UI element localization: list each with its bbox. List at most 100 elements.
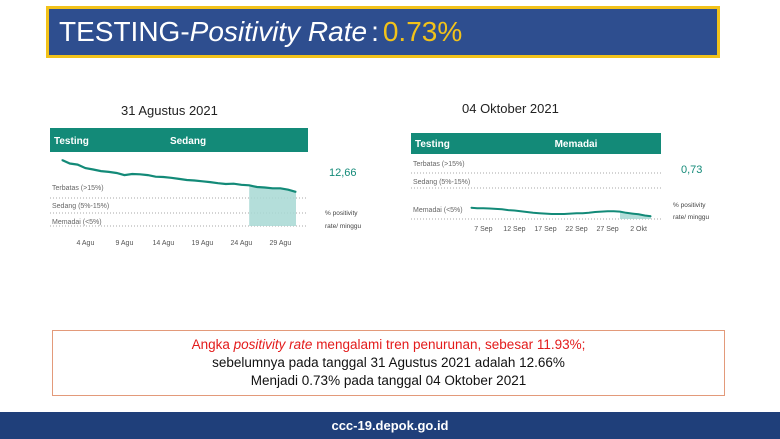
data-point (619, 211, 621, 213)
x-tick-label: 14 Agu (152, 240, 174, 247)
data-point (225, 183, 227, 185)
summary-line-1-italic: positivity rate (233, 337, 313, 352)
data-point (594, 211, 596, 213)
data-point (155, 176, 157, 178)
zone-label-terbatas: Terbatas (>15%) (52, 185, 104, 192)
date-label-1: 31 Agustus 2021 (121, 103, 218, 118)
x-tick-label: 17 Sep (534, 226, 556, 233)
data-point (470, 207, 472, 209)
data-point (507, 209, 509, 211)
chart-header-left: Testing (54, 136, 89, 147)
data-point (123, 174, 125, 176)
data-point (186, 179, 188, 181)
summary-line-1-end: mengalami tren penurunan, sebesar 11.93%… (312, 337, 586, 352)
data-point (233, 183, 235, 185)
value-text: 0,73 (681, 164, 702, 176)
data-point (631, 213, 633, 215)
x-tick-label: 24 Agu (230, 240, 252, 247)
data-point (575, 212, 578, 214)
x-tick-label: 27 Sep (597, 226, 619, 233)
data-point (482, 207, 484, 209)
data-point (588, 212, 590, 214)
data-point (147, 174, 149, 176)
footer-url[interactable]: ccc-19.depok.go.id (331, 418, 449, 433)
data-point (116, 172, 118, 174)
data-point (607, 210, 609, 212)
data-point (92, 168, 94, 171)
data-point (178, 178, 180, 180)
data-point (201, 180, 203, 182)
x-tick-label: 7 Sep (474, 226, 492, 233)
data-point (256, 186, 258, 188)
data-point (538, 212, 540, 214)
summary-line-3: Menjadi 0.73% pada tanggal 04 Oktober 20… (250, 373, 527, 388)
chart-header-left: Testing (415, 139, 450, 150)
x-tick-label: 2 Okt (630, 226, 647, 233)
footer-bar: ccc-19.depok.go.id (0, 412, 780, 439)
data-point (279, 187, 281, 189)
chart-panel-1: Testing Sedang Terbatas (>15%) Sedang (5… (50, 128, 380, 263)
value-caption-line1: % positivity (673, 202, 706, 209)
zone-label-terbatas: Terbatas (>15%) (413, 161, 465, 168)
zone-label-memadai: Memadai (<5%) (52, 219, 102, 226)
data-point (520, 210, 522, 212)
value-caption-line1: % positivity (325, 210, 358, 217)
value-caption-line2: rate/ minggu (673, 214, 710, 221)
chart-header-bar (411, 133, 661, 154)
data-point (77, 164, 79, 166)
chart-header-status: Memadai (555, 139, 598, 150)
data-point (108, 171, 110, 173)
data-point (69, 162, 71, 165)
data-point (613, 210, 615, 212)
data-point (650, 215, 652, 217)
title-value: 0.73% (382, 16, 463, 47)
data-point (248, 184, 250, 186)
data-point (532, 212, 534, 214)
chart-2: Testing Memadai Terbatas (>15%) Sedang (… (411, 133, 710, 233)
data-point (217, 182, 219, 184)
series-line (470, 206, 652, 218)
zone-label-sedang: Sedang (5%-15%) (413, 179, 470, 186)
data-point (476, 207, 478, 209)
data-point (287, 189, 289, 191)
data-point (600, 211, 602, 213)
x-tick-label: 19 Agu (191, 240, 213, 247)
data-point (501, 208, 503, 210)
data-point (551, 213, 553, 215)
title-colon: : (371, 16, 379, 47)
data-point (272, 187, 274, 189)
data-point (625, 212, 627, 214)
data-point (170, 177, 172, 179)
title-banner: TESTING- Positivity Rate : 0.73% (46, 6, 720, 58)
title-italic: Positivity Rate (189, 16, 368, 47)
zone-label-sedang: Sedang (5%-15%) (52, 203, 109, 210)
data-point (563, 213, 565, 215)
zone-label-memadai: Memadai (<5%) (413, 207, 463, 214)
data-point (489, 207, 491, 210)
recent-week-shade (249, 185, 296, 226)
summary-line-1: Angka positivity rate mengalami tren pen… (53, 336, 724, 354)
chart-header-status: Sedang (170, 136, 206, 147)
x-tick-label: 9 Agu (115, 240, 133, 247)
data-point (295, 191, 297, 193)
data-point (209, 181, 211, 183)
chart-1: Testing Sedang Terbatas (>15%) Sedang (5… (50, 128, 362, 247)
data-point (240, 184, 242, 186)
summary-box: Angka positivity rate mengalami tren pen… (52, 330, 725, 396)
date-label-2: 04 Oktober 2021 (462, 101, 559, 116)
data-point (557, 213, 559, 215)
chart-header-bar (50, 128, 308, 152)
data-point (569, 213, 571, 215)
data-point (544, 213, 547, 215)
data-point (194, 179, 196, 182)
x-tick-label: 4 Agu (76, 240, 94, 247)
summary-line-1-start: Angka (191, 337, 234, 352)
data-point (61, 159, 63, 161)
chart-panel-2: Testing Memadai Terbatas (>15%) Sedang (… (411, 133, 741, 248)
data-point (513, 209, 515, 212)
data-point (582, 212, 584, 214)
data-point (495, 208, 497, 210)
data-point (84, 167, 86, 169)
data-point (526, 211, 528, 213)
data-point (131, 173, 133, 175)
